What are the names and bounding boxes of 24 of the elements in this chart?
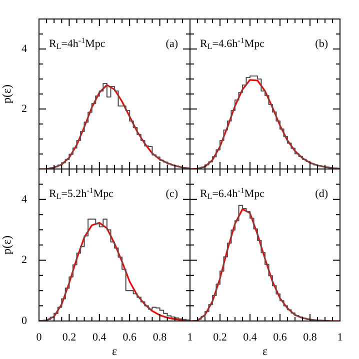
- y-tick-label: 2: [22, 254, 27, 266]
- x-tick-label: 0: [36, 331, 42, 344]
- x-tick-label: 0.4: [243, 331, 258, 344]
- y-tick-label: 2: [22, 102, 27, 115]
- x-tick-label: 0.2: [62, 331, 76, 344]
- annotation: (b): [315, 38, 328, 50]
- x-axis-title: ε: [262, 344, 268, 358]
- y-tick-label: 0: [22, 314, 28, 327]
- y-tick-label: 4: [22, 193, 28, 206]
- y-axis-title: p(ε): [0, 84, 14, 104]
- x-tick-label: 1: [337, 331, 343, 344]
- annotation: (c): [166, 188, 178, 200]
- x-tick-label: 0.4: [92, 331, 107, 344]
- x-tick-label: 0.6: [273, 331, 288, 344]
- annotation: (a): [166, 38, 178, 50]
- x-tick-label: 0.2: [213, 331, 227, 344]
- y-tick-label: 4: [22, 42, 28, 55]
- annotation: (d): [315, 188, 328, 200]
- x-axis-title: ε: [112, 344, 118, 358]
- x-tick-label: 0.8: [303, 331, 318, 344]
- x-tick-label: 0.6: [122, 331, 137, 344]
- x-tick-label: 0.8: [152, 331, 168, 344]
- y-axis-title: p(ε): [0, 235, 14, 255]
- x-tick-label: 1: [187, 331, 193, 344]
